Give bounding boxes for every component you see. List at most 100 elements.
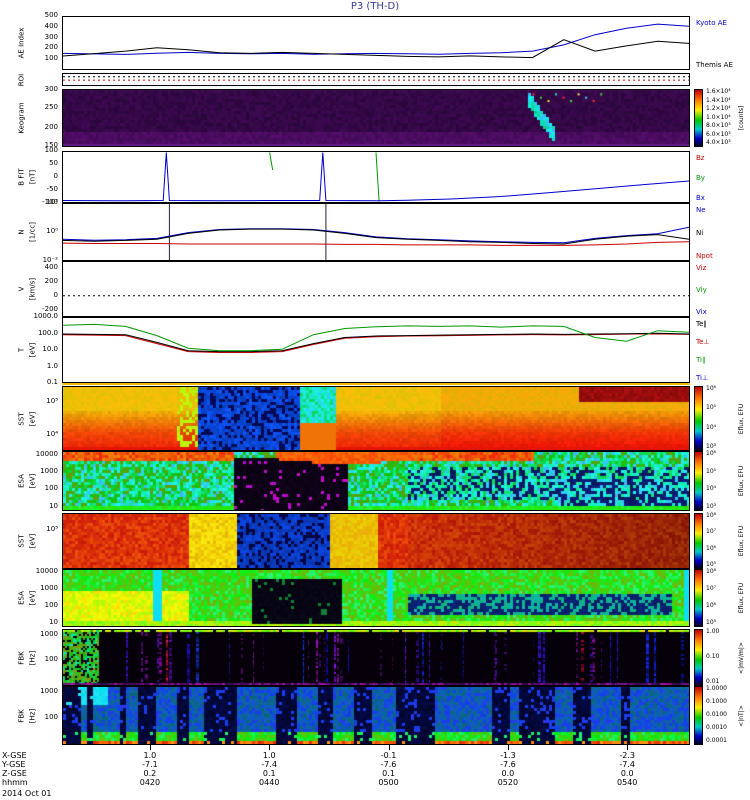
sst-electron-spectrogram: [63, 514, 689, 568]
density-ytick: 10⁻²: [42, 256, 58, 264]
temperature-ytick: 1000.0: [33, 312, 59, 320]
Ne-line: [63, 226, 689, 244]
axis-value: -2.3: [619, 751, 635, 760]
esa-electron-ytick: 1000: [40, 584, 58, 593]
sst-electron-colorbar-tick: 10⁷: [706, 528, 717, 536]
panel-keogram: [62, 89, 690, 147]
sst-electron-axis-label: SST: [17, 534, 26, 548]
esa-electron-colorbar-tick: 10⁸: [706, 568, 717, 575]
legend-temperature-0: Te∥: [696, 320, 707, 328]
sst-ion-colorbar-tick: 10³: [706, 443, 717, 450]
keogram-ytick: 200: [44, 122, 58, 131]
esa-ion-colorbar-tick: 10⁶: [706, 450, 717, 457]
legend-velocity-2: Vix: [696, 308, 707, 316]
ae-ytick: 300: [44, 32, 58, 41]
keogram-colorbar-tick: 1.4×10⁴: [706, 96, 731, 104]
sst-ion-colorbar-tick: 10⁶: [706, 385, 717, 392]
sst-ion-colorbar-tick: 10⁴: [706, 423, 717, 431]
ae-axis-label: AE Index: [17, 27, 26, 59]
esa-ion-spectrogram: [63, 452, 689, 510]
fbk-e-ytick: 100: [44, 655, 58, 664]
panel-esa-ion: [62, 451, 690, 511]
date-label: 2014 Oct 01: [2, 789, 52, 798]
temperature-ytick: 0.1: [46, 378, 58, 386]
esa-electron-colorbar-tick: 10⁵: [706, 619, 717, 626]
sst-ion-ytick: 10⁵: [46, 397, 58, 406]
legend-density-2: Npot: [696, 252, 713, 260]
axis-value: 0500: [378, 778, 399, 787]
x-tick: [269, 745, 271, 750]
fbk-b-ytick: 1000: [40, 686, 58, 695]
panel-bfit: [62, 151, 690, 203]
velocity-ytick: 0: [53, 291, 58, 299]
panel-fbk-b: [62, 686, 690, 745]
keogram-colorbar-tick: 6.0×10³: [706, 130, 731, 138]
ae-ytick: 500: [44, 11, 58, 19]
sst-ion-colorbar: [694, 386, 703, 451]
x-tick: [627, 745, 629, 750]
esa-ion-colorbar-tick: 10³: [706, 503, 717, 510]
bfit-ytick: 0: [53, 172, 58, 180]
sst-ion-colorbar-tick: 10⁵: [706, 404, 717, 412]
keogram-colorbar-tick: 8.0×10³: [706, 122, 731, 129]
legend-bfit-0: Bz: [696, 154, 705, 162]
esa-ion-colorbar-unit: Eflux, EFU: [738, 465, 745, 497]
fbk-e-colorbar-tick: 0.10: [706, 653, 720, 660]
sst-ion-spectrogram: [63, 387, 689, 450]
keogram-colorbar-tick: 1.2×10⁴: [706, 105, 731, 112]
keogram-spectrogram: [63, 90, 689, 146]
Te⊥-line: [63, 333, 689, 353]
fbk-b-colorbar: [694, 686, 703, 745]
sst-ion-axis-label: SST: [17, 411, 26, 426]
legend-temperature-2: Ti∥: [696, 356, 706, 364]
roi-axis-label: ROI: [17, 73, 26, 86]
esa-ion-ytick: 10000: [35, 449, 58, 458]
sst-electron-colorbar-tick: 10⁶: [706, 544, 717, 552]
panel-fbk-e: [62, 629, 690, 686]
fbk-b-ytick: 100: [44, 713, 58, 722]
legend-bfit-2: Bx: [696, 194, 705, 202]
x-tick: [507, 745, 509, 750]
fbk-b-colorbar-tick: 0.0010: [706, 724, 727, 731]
fbk-e-colorbar: [694, 629, 703, 686]
sst-electron-colorbar: [694, 513, 703, 569]
esa-electron-ytick: 10000: [35, 567, 58, 576]
sst-ion-axis-unit: [eV]: [28, 411, 37, 426]
axis-value: -7.1: [142, 760, 158, 769]
axis-value: 1.0: [262, 751, 276, 760]
keogram-ytick: 150: [44, 140, 58, 149]
Bx-line: [63, 152, 689, 202]
legend-ae-1: Themis AE: [696, 61, 733, 69]
Themis AE-line: [63, 39, 689, 59]
axis-value: -7.4: [619, 760, 635, 769]
fbk-e-colorbar-unit: <|mV/m|>: [738, 641, 745, 674]
velocity-ytick: -200: [42, 305, 58, 313]
bfit-ytick: 50: [49, 159, 58, 167]
bfit-ytick: -50: [46, 185, 58, 193]
density-plot: [63, 204, 689, 260]
legend-density-0: Ne: [696, 206, 706, 214]
esa-electron-colorbar-tick: 10⁶: [706, 602, 717, 609]
sst-electron-ytick: 10⁵: [46, 524, 58, 533]
panel-temperature: [62, 317, 690, 383]
axis-value: 0.0: [501, 769, 515, 778]
temperature-ytick: 100.0: [37, 328, 58, 337]
esa-ion-ytick: 100: [44, 484, 58, 493]
fbk-b-colorbar-tick: 1.0000: [706, 685, 727, 692]
temperature-plot: [63, 323, 689, 353]
fbk-b-colorbar-tick: 0.0100: [706, 711, 727, 718]
esa-ion-colorbar-tick: 10⁵: [706, 467, 717, 475]
sst-electron-colorbar-tick: 10⁵: [706, 561, 717, 568]
sst-ion-ytick: 10⁴: [46, 429, 58, 438]
axis-value: -7.6: [380, 760, 397, 769]
esa-ion-ytick: 10: [49, 501, 58, 510]
keogram-colorbar-unit: [counts]: [738, 105, 745, 131]
panel-roi: [62, 73, 690, 86]
esa-ion-ytick: 1000: [40, 467, 58, 475]
axis-value: 0540: [617, 778, 638, 787]
esa-ion-colorbar: [694, 451, 703, 511]
panel-esa-electron: [62, 569, 690, 627]
Ni-line: [63, 228, 689, 245]
axis-row-label: hhmm: [2, 778, 28, 787]
legend-temperature-3: Ti⊥: [696, 374, 709, 382]
